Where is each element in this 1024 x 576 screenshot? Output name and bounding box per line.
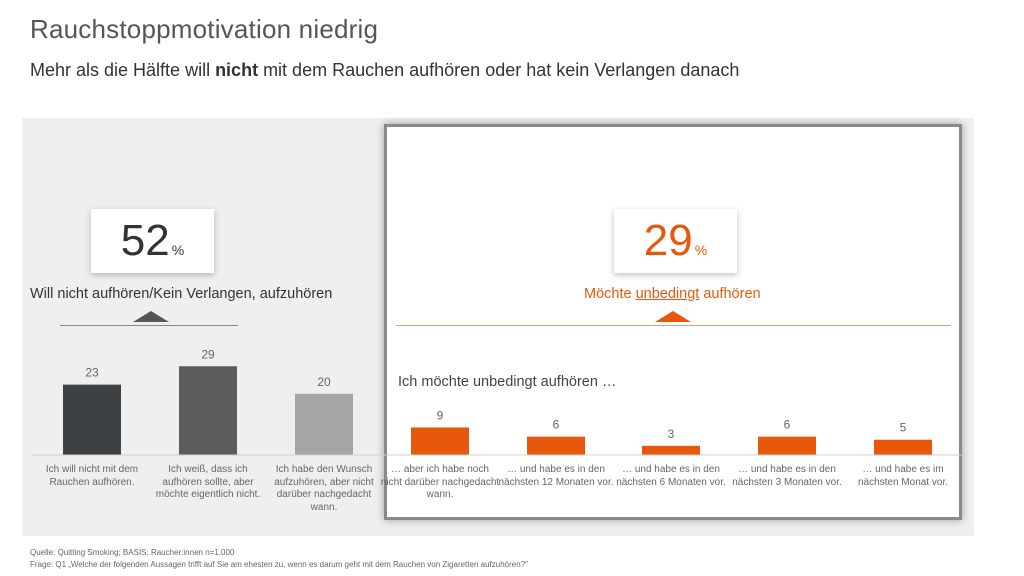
left-category-label-1: Ich weiß, dass ich aufhören sollte, aber…: [155, 464, 261, 500]
footer-question: Frage: Q1 „Welche der folgenden Aussagen…: [30, 560, 528, 569]
right-divider: [396, 325, 951, 326]
left-bar-0: [63, 384, 121, 455]
right-bar-4: [874, 439, 932, 455]
right-bar-3: [758, 436, 816, 455]
right-kpi-label-pre: Möchte: [584, 286, 636, 302]
right-bar-value-2: 3: [668, 427, 675, 441]
left-kpi-label: Will nicht aufhören/Kein Verlangen, aufz…: [30, 286, 333, 302]
right-bar-value-4: 5: [900, 421, 907, 435]
left-category-label-2: Ich habe den Wunsch aufzuhören, aber nic…: [274, 464, 374, 513]
right-kpi-label-underline: unbedingt: [635, 286, 700, 302]
right-bar-1: [527, 436, 585, 455]
subtitle-post: mit dem Rauchen aufhören oder hat kein V…: [258, 60, 740, 80]
right-bar-value-0: 9: [437, 408, 444, 422]
right-kpi-box: 29%: [614, 209, 737, 273]
right-kpi-label: Möchte unbedingt aufhören: [584, 286, 761, 302]
right-bar-0: [411, 427, 469, 455]
left-bar-2: [295, 393, 353, 455]
right-kpi-unit: %: [694, 242, 708, 258]
right-triangle-icon: [655, 311, 691, 322]
left-bar-1: [179, 366, 237, 455]
right-bar-value-1: 6: [553, 418, 560, 432]
right-kpi-value: 29: [643, 216, 693, 265]
left-kpi-unit: %: [171, 242, 185, 258]
left-bar-value-2: 20: [317, 375, 331, 389]
left-triangle-icon: [133, 311, 169, 322]
right-category-label-1: … und habe es in den nächsten 12 Monaten…: [498, 464, 614, 488]
right-category-label-0: … aber ich habe noch nicht darüber nachg…: [380, 464, 500, 500]
left-category-label-0: Ich will nicht mit dem Rauchen aufhören.: [45, 464, 139, 488]
right-category-label-3: … und habe es in den nächsten 3 Monaten …: [732, 464, 842, 488]
right-bar-value-3: 6: [784, 418, 791, 432]
left-kpi-value: 52: [120, 216, 170, 265]
right-category-label-2: … und habe es in den nächsten 6 Monaten …: [616, 464, 726, 488]
left-bar-value-1: 29: [201, 347, 215, 361]
right-category-label-4: … und habe es im nächsten Monat vor.: [857, 464, 949, 488]
page-subtitle: Mehr als die Hälfte will nicht mit dem R…: [30, 60, 739, 81]
right-section-label: Ich möchte unbedingt aufhören …: [398, 374, 617, 390]
left-panel: [22, 118, 384, 536]
subtitle-pre: Mehr als die Hälfte will: [30, 60, 216, 80]
right-bar-2: [642, 445, 700, 455]
left-divider: [60, 325, 238, 326]
left-bar-value-0: 23: [85, 366, 99, 380]
right-kpi-label-post: aufhören: [699, 286, 761, 302]
footer-source: Quelle: Quitting Smoking; BASIS: Raucher…: [30, 548, 235, 557]
left-kpi-box: 52%: [91, 209, 214, 273]
page-title: Rauchstoppmotivation niedrig: [30, 14, 379, 44]
subtitle-bold: nicht: [215, 60, 259, 80]
